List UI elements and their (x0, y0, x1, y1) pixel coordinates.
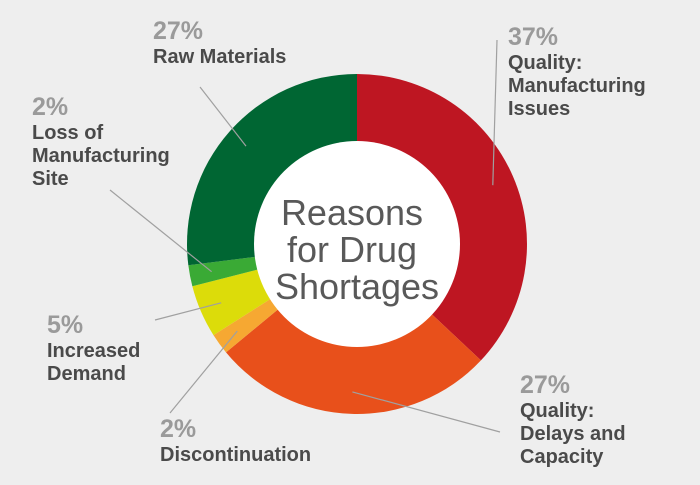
slice-category-label: Discontinuation (160, 444, 311, 466)
slice-category-label: Demand (47, 363, 126, 385)
slice-labels: 37%Quality:ManufacturingIssues27%Quality… (32, 17, 646, 468)
chart-title-line: for Drug (287, 229, 417, 270)
leader-line (169, 330, 238, 414)
slice-percent-label: 27% (520, 371, 570, 399)
leader-line (199, 86, 247, 147)
slice-category-label: Increased (47, 340, 140, 362)
slice-percent-label: 5% (47, 311, 83, 339)
leader-line (109, 189, 212, 273)
slice-category-label: Site (32, 168, 69, 190)
slice-category-label: Issues (508, 98, 570, 120)
slice-percent-label: 2% (160, 415, 196, 443)
slice-category-label: Loss of (32, 122, 103, 144)
chart-title-line: Reasons (281, 192, 423, 233)
chart-title: Reasons for Drug Shortages (275, 192, 439, 307)
slice-category-label: Delays and (520, 423, 626, 445)
slice-category-label: Capacity (520, 446, 604, 468)
slice-category-label: Quality: (520, 400, 594, 422)
slice-category-label: Manufacturing (32, 145, 170, 167)
slice-percent-label: 37% (508, 23, 558, 51)
slice-percent-label: 27% (153, 17, 203, 45)
donut-center (254, 141, 460, 347)
leader-line (154, 302, 222, 321)
slice-category-label: Quality: (508, 52, 582, 74)
leader-lines (109, 39, 501, 433)
chart-title-line: Shortages (275, 266, 439, 307)
leader-line (492, 39, 498, 186)
slice-percent-label: 2% (32, 93, 68, 121)
slice-category-label: Raw Materials (153, 46, 286, 68)
slice-category-label: Manufacturing (508, 75, 646, 97)
leader-line (352, 391, 501, 433)
